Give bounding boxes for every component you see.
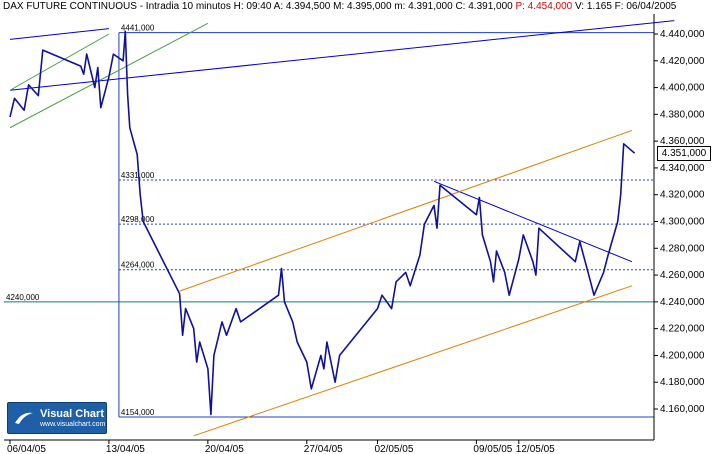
trendline-resistance: [433, 180, 633, 263]
trendline-green: [9, 33, 110, 91]
level-label: 4331,000: [121, 171, 155, 180]
y-tick-label: 4.380,000: [660, 109, 705, 120]
x-tick-label: 27/04/05: [304, 444, 343, 454]
stats-text: - Intradia 10 minutos H: 09:40 A: 4.394,…: [139, 1, 513, 12]
y-tick-label: 4.260,000: [660, 270, 705, 281]
y-tick-label: 4.340,000: [660, 163, 705, 174]
last-price-label: 4.351,000: [657, 146, 711, 162]
y-tick-label: 4.160,000: [660, 404, 705, 415]
y-tick-label: 4.420,000: [660, 56, 705, 67]
level-label: 4240,000: [6, 293, 40, 302]
y-tick-label: 4.180,000: [660, 377, 705, 388]
chart-header: DAX FUTURE CONTINUOUS - Intradia 10 minu…: [3, 0, 676, 13]
x-axis: 06/04/05 13/04/05 20/04/05 27/04/05 02/05/05…: [4, 439, 654, 454]
x-tick-label: 02/05/05: [374, 444, 413, 454]
y-tick-label: 4.320,000: [660, 190, 705, 201]
trendline-resistance: [9, 28, 109, 40]
trendlines: [9, 20, 675, 437]
visual-chart-logo: Visual Chart www.visualchart.com: [7, 402, 107, 434]
level-label: 4298,000: [121, 215, 155, 224]
price-series: [9, 30, 636, 416]
y-tick-label: 4.360,000: [660, 136, 705, 147]
level-label: 4154,000: [121, 408, 155, 417]
y-tick-label: 4.400,000: [660, 83, 705, 94]
y-tick-label: 4.240,000: [660, 297, 705, 308]
x-tick-label: 09/05/05: [473, 444, 512, 454]
swoosh-icon: [15, 412, 33, 424]
level-label: 4264,000: [121, 261, 155, 270]
trendline-channel_upper: [179, 129, 633, 292]
level-label: 4441,000: [121, 24, 155, 33]
price-line: [9, 30, 636, 416]
y-tick-label: 4.220,000: [660, 324, 705, 335]
stats-suffix: V: 1.165 F: 06/04/2005: [575, 1, 677, 12]
y-tick-label: 4.200,000: [660, 350, 705, 361]
logo-url: www.visualchart.com: [40, 421, 106, 428]
x-tick-label: 13/04/05: [106, 444, 145, 454]
x-tick-label: 06/04/05: [7, 444, 46, 454]
p-value: P: 4.454,000: [515, 1, 573, 12]
y-tick-label: 4.300,000: [660, 217, 705, 228]
instrument-name: DAX FUTURE CONTINUOUS: [3, 1, 137, 12]
y-axis: 4.440,000 4.420,000 4.400,000 4.380,000 4.36…: [653, 14, 705, 440]
trendline-channel_lower: [193, 285, 633, 437]
x-tick-label: 20/04/05: [205, 444, 244, 454]
y-tick-label: 4.280,000: [660, 243, 705, 254]
y-tick-label: 4.440,000: [660, 29, 705, 40]
x-tick-label: 12/05/05: [516, 444, 555, 454]
trendline-resistance: [9, 20, 675, 91]
logo-title: Visual Chart: [40, 408, 104, 420]
level-lines: 4441,000 4331,000 4298,000 4264,000 4240,000…: [4, 24, 654, 418]
